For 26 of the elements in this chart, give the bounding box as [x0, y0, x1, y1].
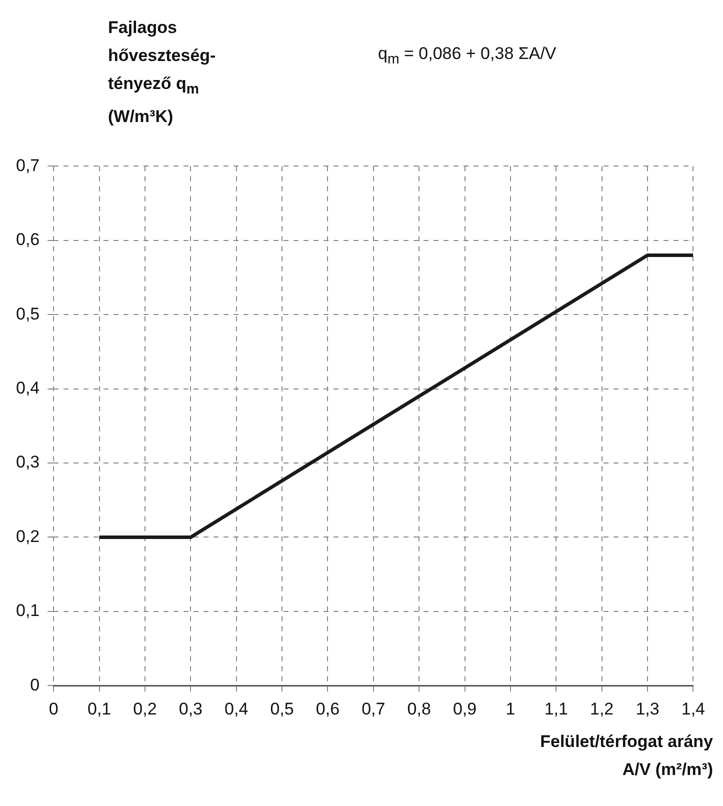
x-tick-label: 0 [48, 699, 58, 718]
x-tick-label: 0,1 [87, 699, 112, 718]
y-tick-label: 0,3 [16, 452, 40, 472]
x-tick-label: 1,4 [681, 699, 706, 718]
x-tick-label: 1 [506, 699, 516, 718]
y-tick-label: 0,5 [16, 304, 40, 324]
x-tick-label: 0,6 [316, 699, 340, 718]
x-tick-label: 1,1 [544, 699, 568, 718]
y-tick-label: 0 [30, 675, 40, 694]
x-tick-label: 0,2 [133, 699, 157, 718]
x-tick-label: 0,7 [362, 699, 386, 718]
x-tick-label: 0,4 [224, 699, 248, 718]
x-tick-label: 1,3 [636, 699, 660, 718]
y-tick-label: 0,2 [16, 526, 40, 546]
y-tick-label: 0,4 [16, 378, 40, 398]
x-tick-label: 0,5 [270, 699, 294, 718]
x-axis-title: Felület/térfogat arány A/V (m²/m³) [539, 731, 713, 781]
text: q$_{m}$ = 0,086 + 0,38 ΣA/V [378, 44, 556, 68]
y-axis-title: Fajlagos hőveszteség-tényező q$_{m}$ (W/m³K) [108, 17, 217, 128]
y-tick-label: 0,7 [16, 156, 40, 175]
x-tick-label: 0,9 [452, 699, 477, 718]
x-tick-label: 0,3 [178, 699, 202, 718]
x-tick-label: 0,8 [407, 699, 431, 718]
y-tick-label: 0,1 [16, 601, 40, 620]
x-tick-label: 1,2 [590, 699, 614, 718]
y-tick-label: 0,6 [16, 230, 40, 250]
